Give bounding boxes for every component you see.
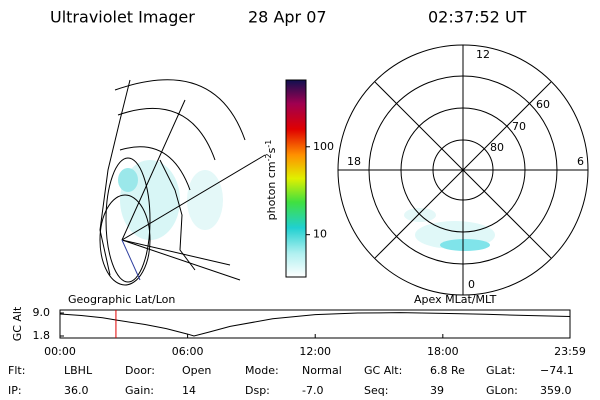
mlt-label: 12 <box>476 48 490 61</box>
mlt-label: 0 <box>468 278 475 291</box>
status-value: 36.0 <box>64 384 89 397</box>
altitude-line <box>59 312 571 337</box>
x-tick-label: 23:59 <box>554 345 586 358</box>
x-tick-label: 06:00 <box>172 345 204 358</box>
status-value: 359.0 <box>540 384 572 397</box>
status-value: LBHL <box>64 364 93 377</box>
lat-label: 80 <box>490 141 504 154</box>
x-tick-label: 00:00 <box>44 345 76 358</box>
status-label: Flt: <box>8 364 25 377</box>
mlt-label: 18 <box>347 155 361 168</box>
y-tick-label: 1.8 <box>33 329 51 342</box>
status-value: 14 <box>182 384 196 397</box>
status-value: 6.8 Re <box>430 364 465 377</box>
status-label: GLat: <box>486 364 515 377</box>
y-tick-label: 9.0 <box>33 306 51 319</box>
colorbar-tick-label: 10 <box>313 228 327 241</box>
colorbar-label: photon cm-2s-1 <box>264 140 279 221</box>
status-value: 39 <box>430 384 444 397</box>
time: 02:37:52 UT <box>428 8 527 27</box>
panel-label: Geographic Lat/Lon <box>68 293 175 306</box>
mlt-label: 6 <box>577 155 584 168</box>
status-label: GLon: <box>486 384 518 397</box>
status-label: IP: <box>8 384 22 397</box>
status-value: −74.1 <box>540 364 574 377</box>
colorbar <box>285 79 307 278</box>
y-axis-label: GC Alt <box>11 306 24 341</box>
status-label: Mode: <box>245 364 279 377</box>
status-value: Normal <box>302 364 342 377</box>
status-value: -7.0 <box>302 384 323 397</box>
status-label: Dsp: <box>245 384 270 397</box>
x-tick-label: 12:00 <box>299 345 331 358</box>
status-label: Door: <box>125 364 155 377</box>
x-tick-label: 18:00 <box>427 345 459 358</box>
colorbar-tick-label: 100 <box>313 140 334 153</box>
lat-label: 60 <box>536 98 550 111</box>
status-label: Seq: <box>364 384 388 397</box>
polar-grid <box>337 44 589 296</box>
status-label: GC Alt: <box>364 364 402 377</box>
date: 28 Apr 07 <box>248 8 327 27</box>
status-value: Open <box>182 364 211 377</box>
title: Ultraviolet Imager <box>50 8 195 27</box>
lat-label: 70 <box>512 120 526 133</box>
geographic-map <box>99 79 266 286</box>
panel-label: Apex MLat/MLT <box>414 293 497 306</box>
status-label: Gain: <box>125 384 154 397</box>
